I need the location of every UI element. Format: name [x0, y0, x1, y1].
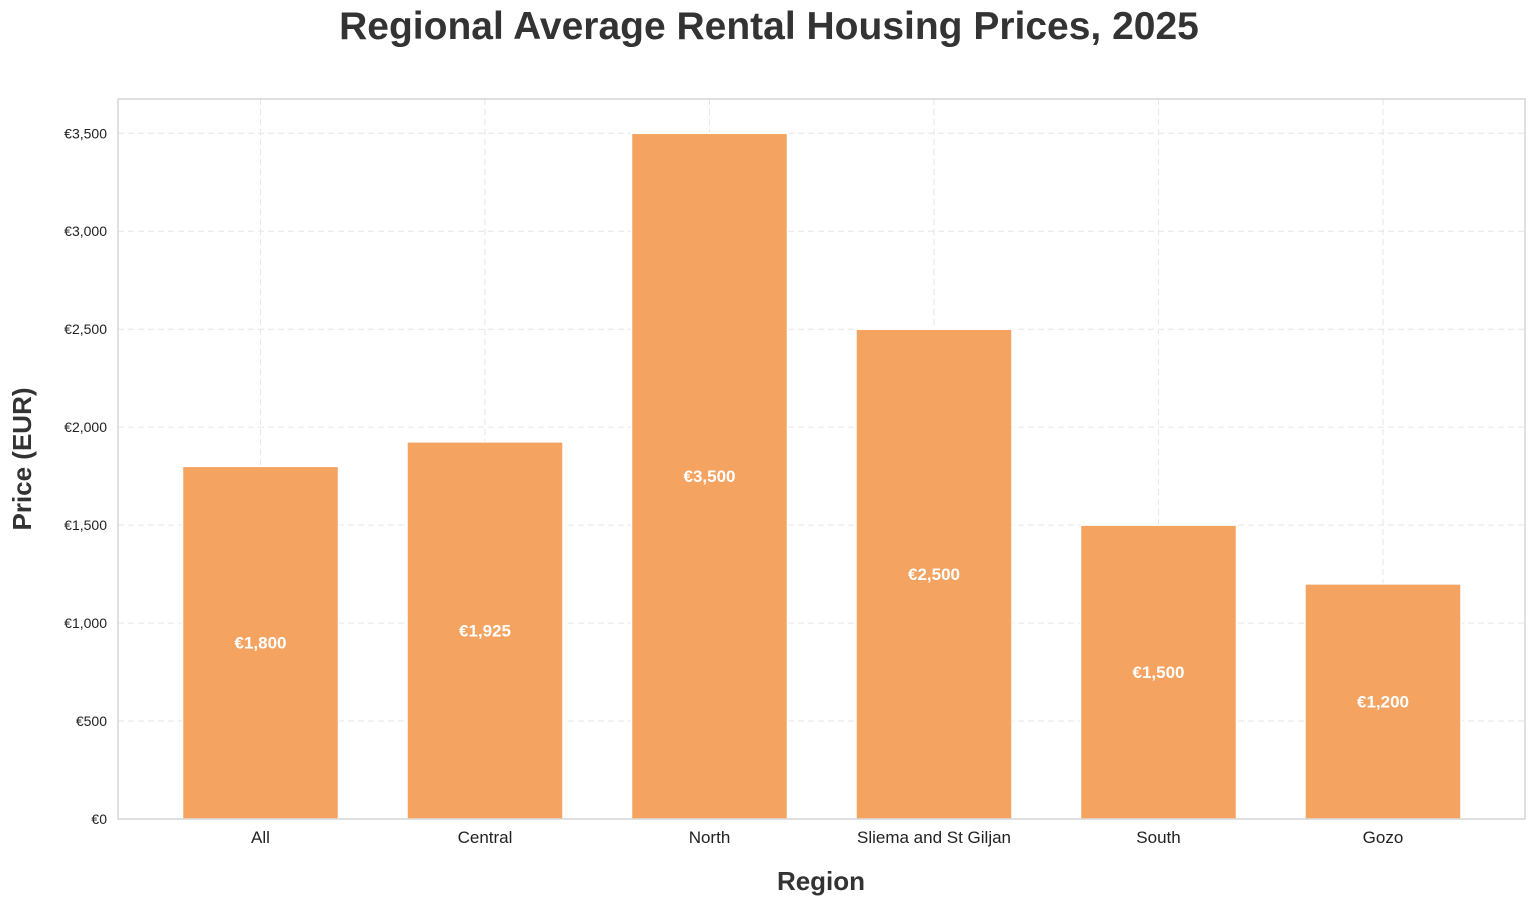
bar — [181, 465, 340, 820]
x-tick-label: South — [1136, 828, 1180, 847]
x-axis-ticks: All Central North Sliema and St Giljan South… — [251, 828, 1403, 847]
bar-value-label: €1,500 — [1133, 663, 1185, 682]
bars — [181, 132, 1462, 820]
plot-frame — [117, 98, 1526, 820]
y-tick-label: €0 — [91, 811, 107, 827]
bar — [1079, 524, 1238, 820]
y-tick-label: €2,500 — [64, 321, 107, 337]
y-tick-label: €3,000 — [64, 223, 107, 239]
x-axis-label: Region — [777, 866, 865, 896]
bar — [855, 328, 1013, 820]
y-tick-label: €3,500 — [64, 125, 107, 141]
bar-value-label: €1,925 — [459, 621, 511, 640]
bar-value-label: €1,200 — [1357, 692, 1409, 711]
y-tick-label: €1,500 — [64, 517, 107, 533]
data-labels: €1,800 €1,925 €3,500 €2,500 €1,500 €1,200 — [235, 467, 1410, 711]
x-tick-label: All — [251, 828, 270, 847]
y-axis-label: Price (EUR) — [7, 387, 37, 530]
x-tick-label: Gozo — [1363, 828, 1404, 847]
x-tick-label: Sliema and St Giljan — [857, 828, 1011, 847]
bar-value-label: €3,500 — [684, 467, 736, 486]
horizontal-gridlines — [118, 132, 1525, 722]
bar — [406, 441, 564, 820]
bar-value-label: €2,500 — [908, 565, 960, 584]
x-tick-label: North — [689, 828, 731, 847]
chart-title: Regional Average Rental Housing Prices, … — [339, 5, 1199, 48]
y-tick-label: €500 — [76, 713, 107, 729]
x-tick-label: Central — [458, 828, 513, 847]
y-tick-label: €1,000 — [64, 615, 107, 631]
bar — [630, 132, 789, 820]
plot-area — [118, 99, 1525, 819]
y-axis-ticks: €0 €500 €1,000 €1,500 €2,000 €2,500 €3,000 €3,5… — [64, 125, 107, 827]
y-tick-label: €2,000 — [64, 419, 107, 435]
bar-value-label: €1,800 — [235, 634, 287, 653]
